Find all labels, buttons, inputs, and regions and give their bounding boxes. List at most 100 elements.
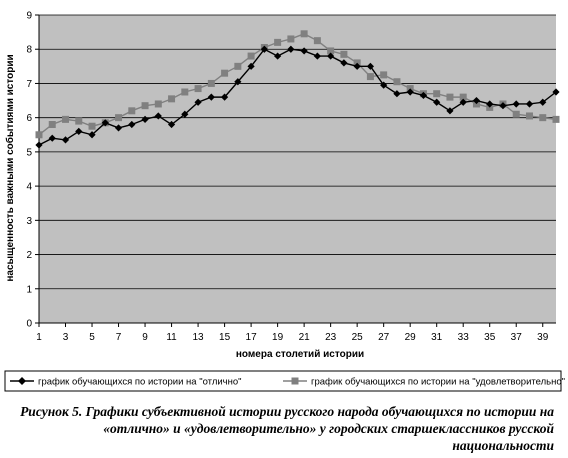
data-point xyxy=(300,30,308,38)
data-point xyxy=(48,121,56,129)
x-tick-label: 35 xyxy=(484,332,496,343)
data-point xyxy=(128,120,136,129)
x-tick-label: 37 xyxy=(511,332,523,343)
figure-caption: Рисунок 5. Графики субъективной истории … xyxy=(20,404,554,453)
data-point xyxy=(446,107,454,115)
legend: график обучающихся по истории на "отличн… xyxy=(4,370,565,392)
data-point xyxy=(181,88,189,96)
data-point xyxy=(114,124,123,132)
data-point xyxy=(287,35,295,43)
data-point xyxy=(274,38,282,46)
data-point xyxy=(539,114,547,122)
data-point xyxy=(48,134,56,142)
data-point xyxy=(552,88,560,96)
data-point xyxy=(75,127,83,135)
data-point xyxy=(88,131,96,139)
x-tick-label: 27 xyxy=(378,332,390,343)
data-point xyxy=(234,62,242,70)
data-point xyxy=(141,102,149,110)
data-point xyxy=(353,62,361,70)
plot-area xyxy=(39,15,556,323)
y-tick-label: 7 xyxy=(26,79,32,90)
x-tick-label: 19 xyxy=(272,332,284,343)
x-tick-label: 5 xyxy=(89,332,95,343)
data-point xyxy=(247,62,255,70)
data-point xyxy=(154,112,162,120)
x-tick-label: 17 xyxy=(246,332,258,343)
data-point xyxy=(340,59,348,67)
data-point xyxy=(472,96,481,105)
data-point xyxy=(525,112,533,120)
x-tick-label: 23 xyxy=(325,332,337,343)
data-point xyxy=(539,98,547,106)
data-point xyxy=(393,78,401,86)
y-tick-label: 9 xyxy=(26,11,32,22)
data-point xyxy=(287,45,295,53)
legend-marker-satisfactory xyxy=(291,377,299,385)
y-tick-label: 8 xyxy=(26,45,32,56)
x-tick-label: 33 xyxy=(458,332,470,343)
data-point xyxy=(446,93,454,101)
x-tick-label: 9 xyxy=(142,332,148,343)
data-point xyxy=(221,69,229,77)
data-point xyxy=(274,52,282,60)
data-point xyxy=(327,52,335,60)
series-line xyxy=(38,33,557,136)
data-point xyxy=(459,93,467,101)
data-point xyxy=(260,45,268,53)
data-point xyxy=(380,71,388,79)
data-point xyxy=(380,81,388,89)
data-point xyxy=(433,90,441,98)
x-tick-label: 7 xyxy=(116,332,122,343)
data-point xyxy=(88,122,96,130)
x-tick-label: 25 xyxy=(352,332,364,343)
x-tick-label: 21 xyxy=(299,332,311,343)
y-axis-label: насыщенность важными событиями истории xyxy=(4,54,16,281)
data-point xyxy=(141,115,149,123)
x-tick-label: 11 xyxy=(166,332,177,343)
data-point xyxy=(207,93,215,101)
data-point xyxy=(61,136,70,144)
series-line xyxy=(38,48,557,146)
x-tick-label: 3 xyxy=(63,332,69,343)
data-point xyxy=(181,110,189,118)
x-tick-label: 39 xyxy=(537,332,549,343)
data-point xyxy=(35,141,43,149)
data-point xyxy=(220,93,229,101)
y-tick-label: 0 xyxy=(26,319,32,330)
data-point xyxy=(327,47,335,55)
data-point xyxy=(419,91,428,100)
data-point xyxy=(313,37,321,45)
y-tick-label: 3 xyxy=(26,216,32,227)
data-point xyxy=(62,115,70,123)
x-tick-label: 31 xyxy=(431,332,443,343)
y-tick-label: 1 xyxy=(26,284,32,295)
data-point xyxy=(366,62,375,70)
x-axis-label: номера столетий истории xyxy=(236,349,364,360)
data-point xyxy=(486,100,494,108)
data-point xyxy=(512,100,520,108)
data-point xyxy=(207,79,215,87)
y-tick-label: 5 xyxy=(26,147,32,158)
data-point xyxy=(194,85,202,93)
data-point xyxy=(366,73,374,81)
data-point xyxy=(75,117,83,125)
data-point xyxy=(406,88,414,96)
legend-label-excellent: график обучающихся по истории на "отличн… xyxy=(38,377,242,388)
data-point xyxy=(234,78,242,86)
data-point xyxy=(168,95,176,103)
x-tick-label: 15 xyxy=(219,332,231,343)
y-tick-label: 4 xyxy=(26,182,32,193)
data-point xyxy=(499,102,507,110)
x-tick-label: 29 xyxy=(405,332,417,343)
data-point xyxy=(300,47,308,55)
x-tick-label: 1 xyxy=(36,332,42,343)
data-point xyxy=(393,90,401,98)
data-point xyxy=(525,100,534,108)
data-point xyxy=(35,131,43,139)
legend-marker-excellent xyxy=(18,377,26,385)
data-point xyxy=(433,98,441,106)
legend-label-satisfactory: график обучающихся по истории на "удовле… xyxy=(311,377,565,388)
data-point xyxy=(115,114,123,122)
